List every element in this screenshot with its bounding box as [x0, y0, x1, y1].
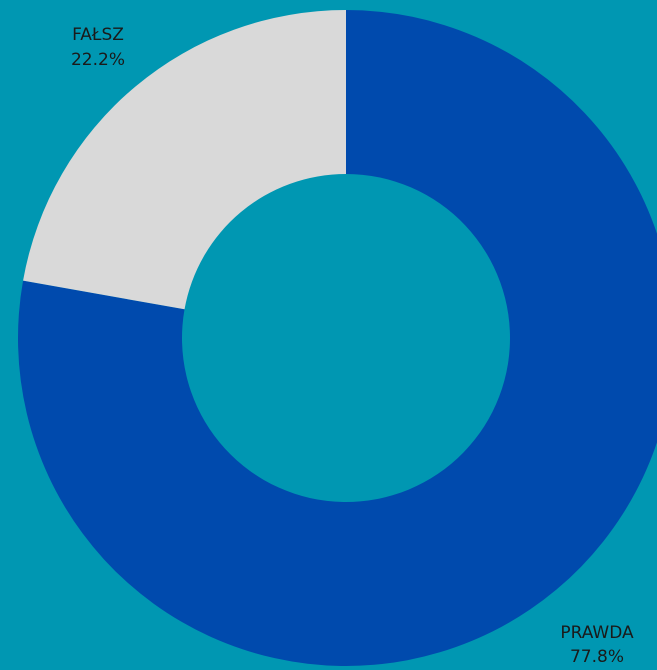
slice-value-label: 22.2% [71, 50, 125, 70]
slice-label: FAŁSZ [72, 25, 124, 45]
slice-value-label: 77.8% [570, 647, 624, 667]
slice-label: PRAWDA [560, 623, 634, 643]
donut-slice [23, 10, 347, 310]
donut-slice [18, 10, 657, 666]
